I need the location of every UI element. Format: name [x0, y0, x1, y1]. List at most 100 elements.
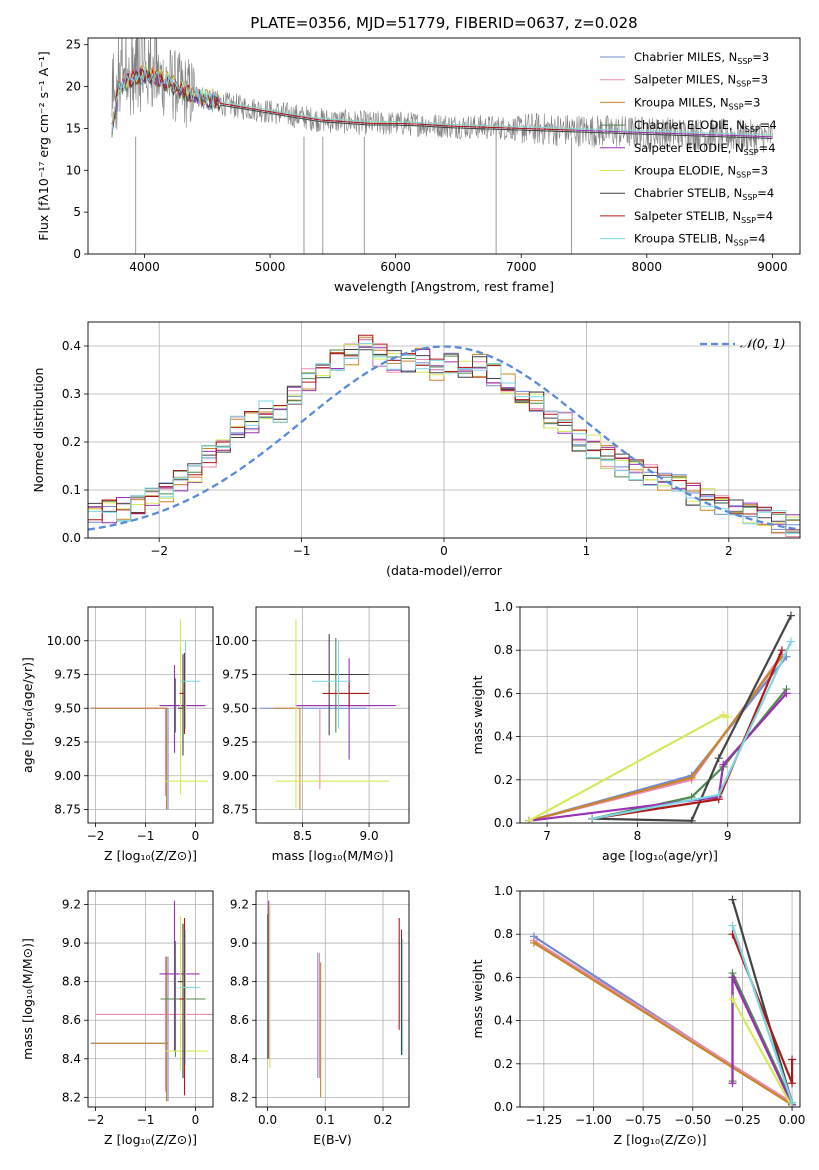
legend-entry-name: Kroupa STELIB, N — [634, 232, 734, 246]
spectrum-ytick-label: 20 — [66, 80, 81, 94]
weight_vs_Z-ytick-label: 1.0 — [494, 884, 513, 898]
mass_vs_Z-ytick-label: 9.0 — [62, 936, 81, 950]
weight_vs_age-marker-5 — [723, 713, 732, 722]
weight_vs_age-marker-4 — [719, 760, 728, 769]
weight_vs_Z-ytick-label: 0.4 — [494, 1014, 513, 1028]
mass_vs_ebv-ytick-label: 9.0 — [230, 936, 249, 950]
weight_vs_age-ytick-label: 0.6 — [494, 686, 513, 700]
residuals-ylabel: Normed distribution — [31, 368, 46, 493]
residuals-xtick-label: 1 — [583, 544, 591, 558]
age_vs_Z-ylabel: age [log₁₀(age/yr)] — [20, 657, 35, 773]
legend-entry-subscript: SSP — [742, 193, 757, 202]
mass_vs_ebv-xtick-label: 0.0 — [258, 1113, 277, 1127]
mass_vs_Z-ytick-label: 8.8 — [62, 975, 81, 989]
age_vs_Z-xlabel: Z [log₁₀(Z/Z⊙)] — [104, 848, 197, 863]
legend-entry-name: Kroupa MILES, N — [634, 95, 729, 109]
age_vs_mass-point-3 — [295, 638, 376, 733]
legend-entry-0: Chabrier MILES, NSSP=3 — [634, 50, 769, 66]
residuals-ytick-label: 0.1 — [62, 483, 81, 497]
spectrum-ytick-label: 25 — [66, 38, 81, 52]
weight_vs_age-frame — [519, 606, 801, 824]
weight_vs_age-ytick-label: 0.4 — [494, 730, 513, 744]
legend-entry-7: Salpeter STELIB, NSSP=4 — [634, 209, 773, 225]
spectrum-ytick-label: 15 — [66, 121, 81, 135]
legend-entry-subscript: SSP — [729, 102, 744, 111]
spectrum-xtick-label: 4000 — [129, 260, 160, 274]
weight_vs_Z-line-5 — [731, 998, 794, 1107]
age_vs_mass-ytick-label: 9.50 — [222, 701, 249, 715]
age_vs_Z-ytick-label: 9.75 — [54, 668, 81, 682]
figure-title: PLATE=0356, MJD=51779, FIBERID=0637, z=0… — [250, 14, 637, 32]
mass_vs_Z-point-8 — [180, 929, 201, 1065]
weight_vs_age-marker-4 — [782, 689, 791, 698]
weight_vs_Z-marker-4 — [728, 1079, 737, 1088]
spectrum-xlabel: wavelength [Angstrom, rest frame] — [334, 279, 554, 294]
weight_vs_Z-marker-2 — [529, 938, 538, 947]
legend-entry-nssp: =4 — [760, 118, 777, 132]
weight_vs_Z-xtick-label: −1.00 — [575, 1113, 612, 1127]
weight_vs_age-marker-6 — [687, 816, 696, 823]
age_vs_Z-xtick-label: −2 — [87, 829, 105, 843]
age_vs_Z-frame — [87, 606, 214, 824]
weight_vs_Z-line-2 — [533, 941, 793, 1106]
mass_vs_Z-plot-area — [90, 900, 213, 1102]
legend-entry-name: Salpeter ELODIE, N — [634, 141, 744, 155]
weight_vs_Z-ytick-label: 0.0 — [494, 1100, 513, 1114]
mass_vs_Z-ylabel: mass [log₁₀(M/M⊙)] — [20, 938, 35, 1060]
legend-entry-6: Chabrier STELIB, NSSP=4 — [634, 186, 774, 202]
mass_vs_Z-xtick-label: −2 — [87, 1113, 105, 1127]
weight_vs_age-marker-5 — [719, 711, 728, 719]
spectrum-panel: 4000 5000 6000 7000 8000 9000 0 5 10 15 20 25 wavele… — [36, 37, 801, 294]
weight_vs_age-ytick-label: 0.8 — [494, 643, 513, 657]
age_vs_Z-point-8 — [180, 640, 201, 729]
weight_vs_age-marker-7 — [777, 646, 786, 655]
weight_vs_Z-xtick-label: 0.00 — [779, 1113, 806, 1127]
legend-entry-name: Chabrier MILES, N — [634, 50, 737, 64]
model-spectrum-chabrier-stelib — [111, 68, 772, 139]
mass_vs_Z-point-5 — [165, 916, 208, 1071]
weight_vs_Z-marker-4 — [728, 973, 737, 982]
age_vs_Z-ytick-label: 9.50 — [54, 701, 81, 715]
residuals-ytick-label: 0.2 — [62, 435, 81, 449]
residuals-xtick-label: −2 — [150, 544, 168, 558]
age_vs_Z-ytick-label: 9.25 — [54, 735, 81, 749]
spectrum-ytick-label: 10 — [66, 163, 81, 177]
mass_vs_ebv-ytick-label: 8.8 — [230, 975, 249, 989]
mass_vs_ebv-plot-area — [266, 900, 404, 1098]
gaussian-reference-curve — [88, 345, 800, 531]
weight_vs_Z-ytick-label: 0.8 — [494, 927, 513, 941]
weight_vs_Z-ylabel: mass weight — [470, 959, 485, 1038]
spectrum-frame — [87, 37, 801, 255]
legend-entry-subscript: SSP — [734, 239, 749, 248]
residuals-ytick-label: 0.3 — [62, 387, 81, 401]
legend-entry-2: Kroupa MILES, NSSP=3 — [634, 95, 760, 111]
weight_vs_age-marker-2 — [687, 773, 696, 782]
legend-entry-4: Salpeter ELODIE, NSSP=4 — [634, 141, 776, 157]
weight_vs_Z-marker-5 — [728, 995, 737, 1003]
age_vs_mass-ytick-label: 10.00 — [215, 634, 249, 648]
age_vs_mass-panel: 8.5 9.0 8.75 9.00 9.25 9.50 9.75 10.00 mass [log… — [215, 606, 410, 863]
weight_vs_Z-line-7 — [731, 933, 794, 1084]
weight_vs_Z-marker-8 — [788, 1098, 797, 1107]
age_vs_mass-point-4 — [295, 658, 396, 760]
age_vs_Z-point-5 — [165, 619, 208, 795]
spectrum-ylabel: Flux [fλ10⁻¹⁷ erg cm⁻² s⁻¹ A⁻¹] — [36, 51, 51, 240]
weight_vs_age-panel: 7 8 9 0.0 0.2 0.4 0.6 0.8 1.0 age [log₁₀(age/yr)]… — [470, 600, 801, 863]
legend-entry-nssp: =4 — [756, 209, 773, 223]
weight_vs_age-line-8 — [592, 641, 792, 820]
spectrum-xtick-label: 9000 — [757, 260, 788, 274]
mass_vs_Z-ytick-label: 8.6 — [62, 1013, 81, 1027]
weight_vs_Z-panel: −1.25 −1.00 −0.75 −0.50 −0.25 0.00 0.0 0.2 0.4 0.… — [470, 884, 805, 1147]
legend-entry-name: Chabrier STELIB, N — [634, 186, 742, 200]
weight_vs_Z-line-6 — [731, 899, 794, 1104]
age_vs_Z-ytick-label: 9.00 — [54, 769, 81, 783]
age_vs_mass-point-7 — [322, 679, 370, 707]
legend-entry-nssp: =4 — [749, 232, 766, 246]
mass_vs_Z-point-0 — [90, 956, 169, 1102]
age_vs_mass-xtick-label: 8.5 — [293, 829, 312, 843]
weight_vs_age-ytick-label: 0.0 — [494, 816, 513, 830]
mass_vs_ebv-frame — [255, 890, 410, 1108]
residuals-frame — [87, 321, 801, 539]
residuals-xtick-label: 2 — [725, 544, 733, 558]
residuals-xtick-label: −1 — [293, 544, 311, 558]
